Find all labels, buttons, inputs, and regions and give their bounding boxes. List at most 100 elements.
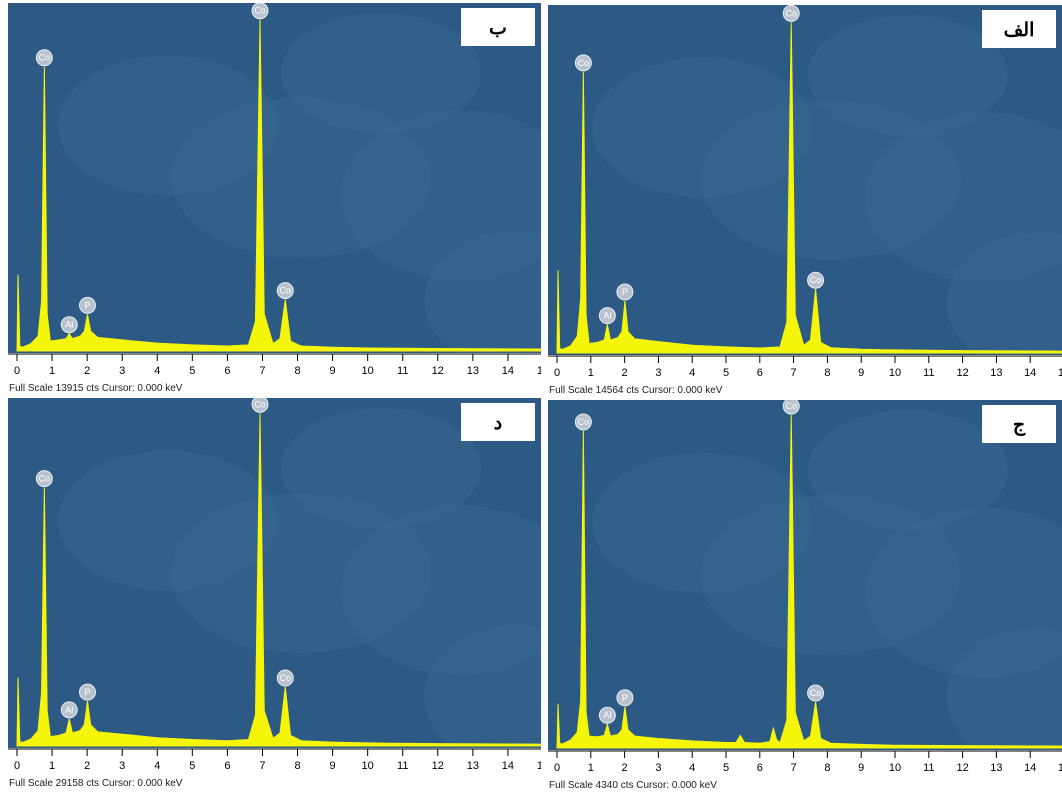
x-tick-label: 11 (923, 367, 934, 379)
peak-label: P (622, 287, 628, 297)
x-tick-label: 7 (259, 365, 265, 377)
x-tick-label: 1 (49, 365, 55, 377)
x-tick-label: 7 (259, 760, 265, 772)
footer: Full Scale 13915 cts Cursor: 0.000 keV (9, 383, 183, 394)
x-tick-label: 2 (622, 762, 628, 774)
peak-label: Co (280, 286, 292, 296)
x-tick-label: 12 (956, 762, 968, 774)
x-tick-label: 2 (84, 365, 90, 377)
x-tick-label: 5 (723, 367, 729, 379)
x-tick-label: 7 (791, 762, 797, 774)
x-tick-label: 11 (397, 365, 408, 377)
panel-label: ب (489, 17, 507, 39)
x-tick-label: 1 (588, 762, 594, 774)
panel-label: ج (1013, 414, 1026, 436)
x-tick-label: 4 (689, 367, 695, 379)
x-tick-label: 9 (330, 760, 336, 772)
x-tick-label: 0 (14, 365, 20, 377)
x-tick-label: 9 (330, 365, 336, 377)
x-tick-label: 15 (1058, 367, 1062, 379)
peak-label: Co (785, 8, 797, 18)
peak-label: Co (578, 58, 590, 68)
background-texture (808, 410, 1008, 530)
x-tick-label: 13 (467, 760, 479, 772)
x-tick-label: 12 (432, 760, 444, 772)
x-tick-label: 8 (294, 365, 300, 377)
x-tick-label: 8 (824, 367, 830, 379)
x-tick-label: 8 (294, 760, 300, 772)
x-tick-label: 5 (189, 760, 195, 772)
panel-label: الف (1004, 19, 1035, 41)
x-tick-label: 14 (502, 760, 514, 772)
footer: Full Scale 14564 cts Cursor: 0.000 keV (549, 385, 723, 396)
x-tick-label: 3 (655, 367, 661, 379)
x-tick-label: 10 (362, 365, 374, 377)
x-tick-label: 10 (889, 367, 901, 379)
background-texture (808, 15, 1008, 135)
x-tick-label: 1 (588, 367, 594, 379)
peak-label: P (84, 300, 90, 310)
x-tick-label: 9 (858, 367, 864, 379)
panel-label: د (494, 412, 502, 434)
x-tick-label: 0 (554, 367, 560, 379)
x-tick-label: 11 (397, 760, 408, 772)
x-tick-label: 11 (923, 762, 934, 774)
x-tick-label: 15 (537, 760, 549, 772)
x-tick-label: 7 (791, 367, 797, 379)
x-tick-label: 13 (990, 762, 1002, 774)
x-tick-label: 14 (1024, 762, 1036, 774)
x-tick-label: 5 (723, 762, 729, 774)
x-tick-label: 12 (432, 365, 444, 377)
x-tick-label: 3 (655, 762, 661, 774)
x-tick-label: 15 (1058, 762, 1062, 774)
x-tick-label: 6 (224, 760, 230, 772)
peak-label: Al (65, 705, 73, 715)
x-tick-label: 6 (757, 367, 763, 379)
peak-label: Co (810, 688, 822, 698)
x-tick-label: 2 (622, 367, 628, 379)
x-tick-label: 0 (14, 760, 20, 772)
peak-label: Al (603, 311, 611, 321)
x-tick-label: 10 (362, 760, 374, 772)
x-tick-label: 14 (502, 365, 514, 377)
x-tick-label: 8 (824, 762, 830, 774)
peak-label: Co (254, 6, 266, 16)
background-texture (281, 408, 481, 528)
x-tick-label: 9 (858, 762, 864, 774)
x-tick-label: 3 (119, 760, 125, 772)
x-tick-label: 4 (689, 762, 695, 774)
x-tick-label: 13 (990, 367, 1002, 379)
x-tick-label: 5 (189, 365, 195, 377)
x-tick-label: 1 (49, 760, 55, 772)
x-tick-label: 13 (467, 365, 479, 377)
peak-label: Al (65, 320, 73, 330)
x-tick-label: 0 (554, 762, 560, 774)
footer: Full Scale 4340 cts Cursor: 0.000 keV (549, 780, 717, 791)
x-tick-label: 6 (224, 365, 230, 377)
x-tick-label: 14 (1024, 367, 1036, 379)
peak-label: P (622, 693, 628, 703)
peak-label: Co (39, 53, 51, 63)
x-tick-label: 10 (889, 762, 901, 774)
footer: Full Scale 29158 cts Cursor: 0.000 keV (9, 778, 183, 789)
peak-label: Co (578, 417, 590, 427)
peak-label: Al (603, 710, 611, 720)
peak-label: Co (810, 275, 822, 285)
x-tick-label: 15 (537, 365, 549, 377)
x-tick-label: 2 (84, 760, 90, 772)
background-texture (281, 13, 481, 133)
x-tick-label: 6 (757, 762, 763, 774)
peak-label: Co (39, 474, 51, 484)
peak-label: Co (254, 399, 266, 409)
figure: 0123456789101112131415Full Scale 13915 c… (0, 0, 1062, 796)
x-tick-label: 3 (119, 365, 125, 377)
peak-label: Co (785, 401, 797, 411)
x-tick-label: 4 (154, 365, 160, 377)
peak-label: P (84, 687, 90, 697)
x-tick-label: 4 (154, 760, 160, 772)
peak-label: Co (280, 673, 292, 683)
x-tick-label: 12 (956, 367, 968, 379)
